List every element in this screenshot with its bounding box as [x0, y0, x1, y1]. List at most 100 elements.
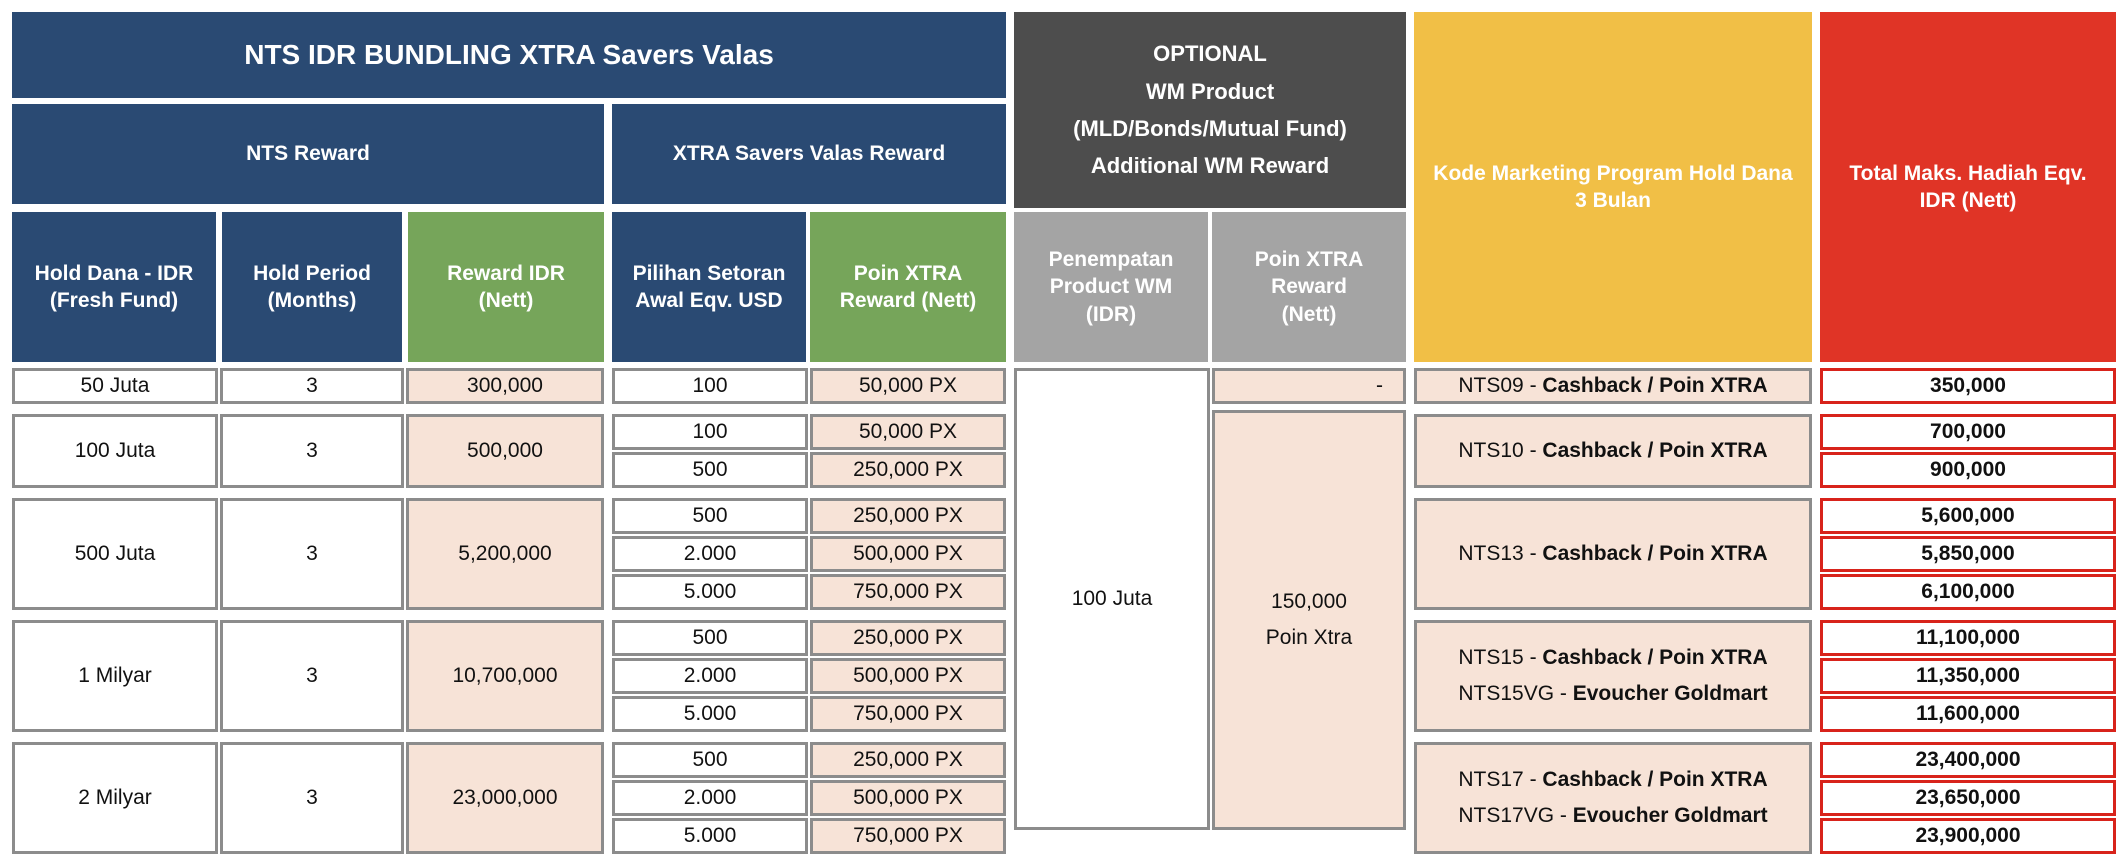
total-hadiah-cell: 700,000: [1820, 414, 2116, 450]
kode-program-desc: Cashback / Poin XTRA: [1542, 374, 1768, 398]
poin-xtra-cell: 250,000 PX: [810, 742, 1006, 778]
setoran-usd-cell: 500: [612, 620, 808, 656]
setoran-usd-cell: 2.000: [612, 658, 808, 694]
total-hadiah-cell: 23,900,000: [1820, 818, 2116, 854]
hold-period-cell: 3: [220, 498, 404, 610]
hold-period-cell: 3: [220, 414, 404, 488]
wm-penempatan-cell: 100 Juta: [1014, 368, 1210, 830]
total-hadiah-cell: 23,650,000: [1820, 780, 2116, 816]
total-hadiah-cell: 5,850,000: [1820, 536, 2116, 572]
xtra-reward-group-header: XTRA Savers Valas Reward: [612, 104, 1006, 204]
kode-program-code: NTS13: [1458, 542, 1524, 566]
setoran-usd-cell: 5.000: [612, 696, 808, 732]
hold-period-cell: 3: [220, 368, 404, 404]
kode-program-line: NTS10 - Cashback / Poin XTRA: [1458, 433, 1767, 469]
kode-program-separator: -: [1554, 682, 1573, 705]
poin-xtra-cell: 250,000 PX: [810, 498, 1006, 534]
wm-product-label: WM Product: [1145, 78, 1275, 104]
optional-label: OPTIONAL: [1153, 41, 1267, 67]
nts-bundling-title: NTS IDR BUNDLING XTRA Savers Valas: [12, 12, 1006, 98]
setoran-usd-cell: 500: [612, 452, 808, 488]
hold-dana-cell: 2 Milyar: [12, 742, 218, 854]
wm-poin-unit: Poin Xtra: [1265, 626, 1353, 649]
col-pilihan-setoran: Pilihan Setoran Awal Eqv. USD: [612, 212, 806, 362]
col-reward-idr: Reward IDR (Nett): [408, 212, 604, 362]
poin-xtra-cell: 50,000 PX: [810, 414, 1006, 450]
total-hadiah-cell: 900,000: [1820, 452, 2116, 488]
kode-program-line: NTS15 - Cashback / Poin XTRA: [1458, 640, 1767, 676]
kode-program-code: NTS17: [1458, 768, 1524, 792]
kode-marketing-cell: NTS09 - Cashback / Poin XTRA: [1414, 368, 1812, 404]
wm-poin-cell: 150,000 Poin Xtra: [1212, 410, 1406, 830]
kode-program-desc: Cashback / Poin XTRA: [1542, 542, 1768, 566]
kode-program-separator: -: [1523, 768, 1543, 792]
hold-period-cell: 3: [220, 742, 404, 854]
hold-period-cell: 3: [220, 620, 404, 732]
kode-marketing-cell: NTS17 - Cashback / Poin XTRA NTS17VG - Ev…: [1414, 742, 1812, 854]
poin-xtra-cell: 250,000 PX: [810, 452, 1006, 488]
kode-program-separator: -: [1523, 439, 1543, 463]
kode-program-code: NTS15VG: [1458, 682, 1555, 705]
reward-idr-cell: 10,700,000: [406, 620, 604, 732]
kode-program-separator: -: [1523, 542, 1543, 566]
kode-program-code: NTS09: [1458, 374, 1524, 398]
total-hadiah-header: Total Maks. Hadiah Eqv. IDR (Nett): [1820, 12, 2116, 362]
kode-program-line: NTS17 - Cashback / Poin XTRA: [1458, 762, 1767, 798]
kode-program-desc: Cashback / Poin XTRA: [1542, 439, 1768, 463]
poin-xtra-cell: 500,000 PX: [810, 658, 1006, 694]
reward-idr-cell: 300,000: [406, 368, 604, 404]
col-poin-xtra-wm: Poin XTRA Reward (Nett): [1212, 212, 1406, 362]
poin-xtra-cell: 750,000 PX: [810, 696, 1006, 732]
reward-idr-cell: 5,200,000: [406, 498, 604, 610]
setoran-usd-cell: 500: [612, 498, 808, 534]
setoran-usd-cell: 5.000: [612, 818, 808, 854]
col-hold-dana: Hold Dana - IDR (Fresh Fund): [12, 212, 216, 362]
poin-xtra-cell: 50,000 PX: [810, 368, 1006, 404]
kode-program-line: NTS17VG - Evoucher Goldmart: [1458, 798, 1767, 834]
wm-product-types-label: (MLD/Bonds/Mutual Fund): [1073, 116, 1347, 141]
kode-program-separator: -: [1523, 374, 1543, 398]
setoran-usd-cell: 100: [612, 414, 808, 450]
kode-program-separator: -: [1523, 646, 1543, 670]
kode-program-desc: Cashback / Poin XTRA: [1542, 768, 1768, 792]
col-poin-xtra: Poin XTRA Reward (Nett): [810, 212, 1006, 362]
total-hadiah-cell: 350,000: [1820, 368, 2116, 404]
kode-program-line: NTS13 - Cashback / Poin XTRA: [1458, 536, 1767, 572]
total-hadiah-cell: 23,400,000: [1820, 742, 2116, 778]
poin-xtra-cell: 750,000 PX: [810, 574, 1006, 610]
setoran-usd-cell: 500: [612, 742, 808, 778]
poin-xtra-cell: 250,000 PX: [810, 620, 1006, 656]
total-hadiah-cell: 5,600,000: [1820, 498, 2116, 534]
setoran-usd-cell: 2.000: [612, 536, 808, 572]
poin-xtra-cell: 500,000 PX: [810, 780, 1006, 816]
hold-dana-cell: 1 Milyar: [12, 620, 218, 732]
kode-program-line: NTS15VG - Evoucher Goldmart: [1458, 676, 1767, 712]
kode-program-code: NTS10: [1458, 439, 1524, 463]
reward-idr-cell: 23,000,000: [406, 742, 604, 854]
col-hold-period: Hold Period (Months): [222, 212, 402, 362]
wm-poin-value: 150,000: [1271, 590, 1347, 614]
optional-wm-header: OPTIONAL WM Product (MLD/Bonds/Mutual Fu…: [1014, 12, 1406, 208]
total-hadiah-cell: 11,100,000: [1820, 620, 2116, 656]
poin-xtra-cell: 500,000 PX: [810, 536, 1006, 572]
kode-program-desc: Evoucher Goldmart: [1572, 804, 1768, 827]
setoran-usd-cell: 2.000: [612, 780, 808, 816]
nts-reward-group-header: NTS Reward: [12, 104, 604, 204]
reward-idr-cell: 500,000: [406, 414, 604, 488]
hold-dana-cell: 50 Juta: [12, 368, 218, 404]
poin-xtra-cell: 750,000 PX: [810, 818, 1006, 854]
kode-program-desc: Cashback / Poin XTRA: [1542, 646, 1768, 670]
total-hadiah-cell: 11,600,000: [1820, 696, 2116, 732]
setoran-usd-cell: 5.000: [612, 574, 808, 610]
setoran-usd-cell: 100: [612, 368, 808, 404]
kode-program-code: NTS15: [1458, 646, 1524, 670]
col-penempatan-wm: Penempatan Product WM (IDR): [1014, 212, 1208, 362]
col-divider: [604, 362, 612, 830]
kode-marketing-cell: NTS15 - Cashback / Poin XTRA NTS15VG - Ev…: [1414, 620, 1812, 732]
kode-program-code: NTS17VG: [1458, 804, 1555, 827]
total-hadiah-cell: 11,350,000: [1820, 658, 2116, 694]
hold-dana-cell: 100 Juta: [12, 414, 218, 488]
kode-marketing-header: Kode Marketing Program Hold Dana 3 Bulan: [1414, 12, 1812, 362]
hold-dana-cell: 500 Juta: [12, 498, 218, 610]
kode-marketing-cell: NTS10 - Cashback / Poin XTRA: [1414, 414, 1812, 488]
